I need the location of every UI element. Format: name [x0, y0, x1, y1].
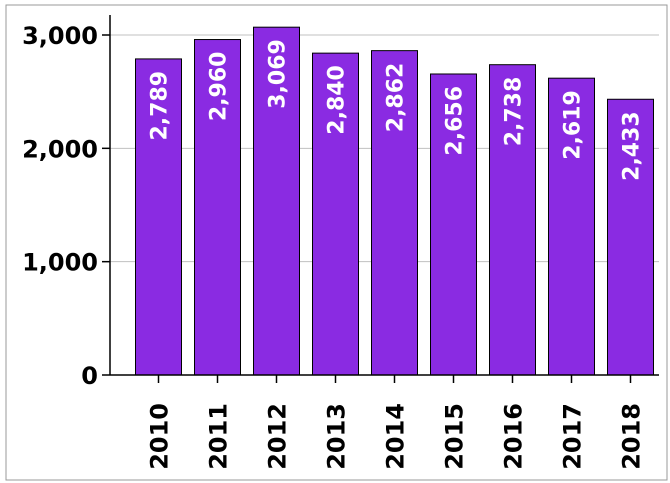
x-tick-label-2017: 2017 [559, 403, 587, 470]
labels: 0 1,000 2,000 3,000 2,789 2010 2,960 2011 3,069 2… [22, 22, 645, 470]
bar-2016 [489, 64, 536, 376]
bar-2014 [371, 50, 418, 376]
data-label-2014: 2,862 [384, 63, 409, 133]
x-tick-label-2018: 2018 [618, 403, 646, 470]
bar-2010 [135, 58, 182, 376]
data-label-2017: 2,619 [561, 90, 586, 160]
x-tick-label-2013: 2013 [323, 403, 351, 470]
data-label-2011: 2,960 [207, 52, 232, 122]
bar-2018 [607, 98, 654, 376]
data-label-2016: 2,738 [502, 77, 527, 147]
y-tick-label: 1,000 [22, 249, 98, 277]
data-label-2010: 2,789 [148, 71, 173, 141]
bar-2012 [253, 26, 300, 376]
bar-2013 [312, 52, 359, 376]
axes [102, 15, 659, 383]
chart-frame [5, 4, 668, 481]
y-tick-label: 3,000 [22, 22, 98, 50]
x-tick-label-2011: 2011 [205, 403, 233, 470]
bar-2011 [194, 39, 241, 376]
data-label-2018: 2,433 [620, 111, 645, 181]
bars [135, 26, 654, 376]
x-tick-label-2015: 2015 [441, 403, 469, 470]
outer-frame [5, 4, 668, 481]
x-tick-label-2012: 2012 [264, 403, 292, 470]
data-label-2012: 3,069 [266, 39, 291, 109]
data-label-2015: 2,656 [443, 86, 468, 156]
y-tick-label: 2,000 [22, 135, 98, 163]
x-tick-label-2014: 2014 [382, 403, 410, 470]
y-tick-label: 0 [81, 362, 98, 390]
data-label-2013: 2,840 [325, 65, 350, 135]
x-tick-label-2016: 2016 [500, 403, 528, 470]
x-tick-label-2010: 2010 [146, 403, 174, 470]
